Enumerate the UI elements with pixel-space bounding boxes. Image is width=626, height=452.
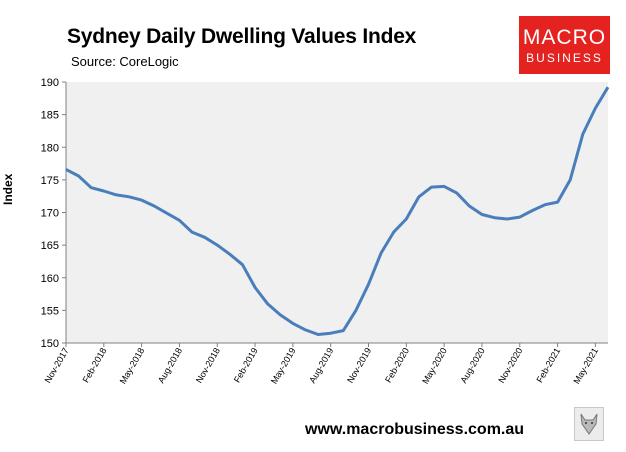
y-tick-label: 175 <box>41 175 59 187</box>
x-tick-label: May-2021 <box>571 346 600 386</box>
series-line <box>65 86 610 336</box>
x-tick-label: Aug-2019 <box>307 346 335 385</box>
x-tick-label: Nov-2017 <box>43 346 71 385</box>
x-tick-label: Nov-2020 <box>496 346 524 385</box>
x-tick-labels: Nov-2017 Feb-2018 May-2018 Aug-2018 Nov-2018… <box>43 346 601 386</box>
plot-area <box>66 82 608 343</box>
y-tick-label: 190 <box>41 77 59 89</box>
logo-line-2: BUSINESS <box>526 51 603 65</box>
x-tick-label: May-2019 <box>269 346 298 386</box>
footer-url[interactable]: www.macrobusiness.com.au <box>305 421 525 438</box>
macrobusiness-logo[interactable]: MACRO BUSINESS <box>519 16 610 74</box>
y-tick-label: 155 <box>41 305 59 317</box>
x-tick-label: May-2018 <box>118 346 147 386</box>
x-tick-label: Aug-2020 <box>459 346 487 385</box>
line-chart: 150 155 160 165 170 175 180 185 190 Nov-2017 Feb-… <box>41 77 610 386</box>
y-tick-label: 180 <box>41 142 59 154</box>
y-tick-label: 185 <box>41 110 59 122</box>
chart-source: Source: CoreLogic <box>71 54 179 69</box>
y-tick-labels: 150 155 160 165 170 175 180 185 190 <box>41 77 59 350</box>
x-tick-label: Feb-2020 <box>383 346 411 384</box>
x-tick-label: Feb-2019 <box>232 346 260 384</box>
x-tick-label: Feb-2021 <box>534 346 562 384</box>
y-tick-label: 165 <box>41 240 59 252</box>
y-tick-label: 170 <box>41 208 59 220</box>
x-tick-label: May-2020 <box>420 346 449 386</box>
y-tick-label: 150 <box>41 338 59 350</box>
x-tick-label: Nov-2018 <box>194 346 222 385</box>
x-tick-label: Feb-2018 <box>81 346 109 384</box>
x-tick-label: Nov-2019 <box>345 346 373 385</box>
axes <box>62 81 608 347</box>
logo-line-1: MACRO <box>522 26 607 49</box>
y-tick-label: 160 <box>41 273 59 285</box>
x-tick-label: Aug-2018 <box>156 346 184 385</box>
chart-title: Sydney Daily Dwelling Values Index <box>67 25 417 48</box>
fox-illustration-icon <box>574 407 604 441</box>
